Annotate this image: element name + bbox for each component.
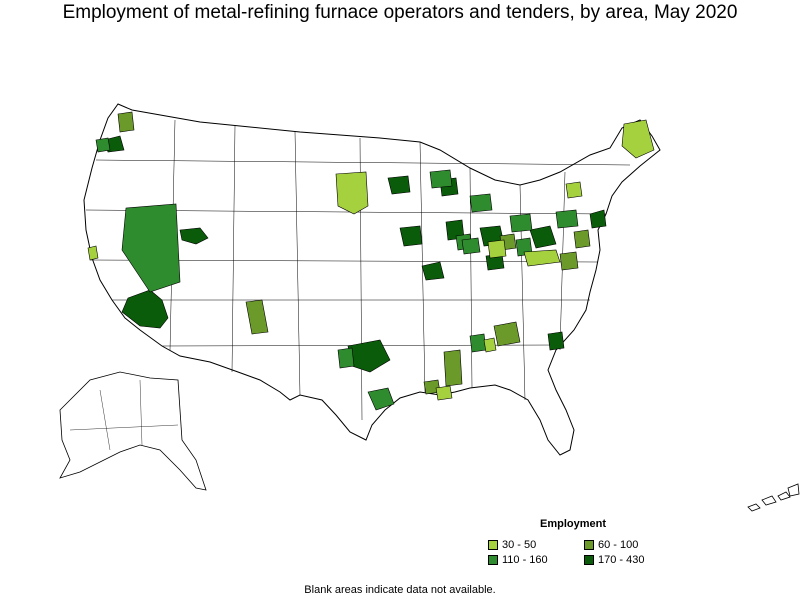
hawaii-islands <box>747 483 800 512</box>
legend-swatch <box>584 540 594 550</box>
area-tennessee <box>461 237 481 255</box>
us-outline <box>83 103 661 456</box>
area-kentucky-east <box>487 239 507 259</box>
area-north-dakota <box>335 171 369 215</box>
area-wisconsin <box>429 169 453 189</box>
footnote: Blank areas indicate data not available. <box>304 584 496 596</box>
area-texas-gulf <box>367 387 395 411</box>
area-pennsylvania-east <box>555 209 579 229</box>
area-ohio-east <box>509 213 533 233</box>
area-alabama <box>469 333 487 353</box>
legend-swatch <box>488 540 498 550</box>
area-texas-central <box>337 347 355 369</box>
legend-label: 110 - 160 <box>502 554 548 566</box>
legend-item-60-100: 60 - 100 <box>584 539 680 551</box>
area-virginia-west <box>523 249 561 267</box>
legend: Employment 30 - 50 60 - 100 110 - 160 17… <box>478 518 678 566</box>
legend-item-30-50: 30 - 50 <box>488 539 584 551</box>
area-maryland <box>573 229 591 249</box>
area-maine <box>621 119 655 159</box>
area-washington-north <box>117 111 135 133</box>
legend-label: 60 - 100 <box>598 539 639 551</box>
employment-areas <box>87 111 655 411</box>
area-new-york <box>565 181 583 199</box>
map-title: Employment of metal-refining furnace ope… <box>62 2 738 23</box>
alaska-outline <box>59 371 207 491</box>
area-louisiana <box>443 349 463 387</box>
area-alabama-south <box>435 385 453 401</box>
area-missouri <box>421 261 445 281</box>
area-tennessee-east <box>483 337 497 353</box>
legend-label: 170 - 430 <box>598 554 645 566</box>
legend-label: 30 - 50 <box>502 539 537 551</box>
area-virginia <box>559 251 579 271</box>
area-utah <box>179 227 209 245</box>
legend-swatch <box>584 555 594 565</box>
legend-title: Employment <box>539 518 606 530</box>
alaska-boundaries <box>69 379 179 451</box>
area-michigan <box>469 193 493 213</box>
legend-grid: 30 - 50 60 - 100 110 - 160 170 - 430 <box>488 539 678 566</box>
area-georgia <box>493 321 521 347</box>
area-minnesota <box>387 175 411 195</box>
area-oregon <box>95 137 111 153</box>
legend-item-170-430: 170 - 430 <box>584 554 680 566</box>
area-nevada <box>121 203 181 293</box>
area-new-jersey <box>589 209 607 229</box>
area-california-north <box>87 245 99 261</box>
area-illinois <box>399 225 423 247</box>
legend-item-110-160: 110 - 160 <box>488 554 584 566</box>
area-southern-california <box>121 289 169 329</box>
area-south-carolina <box>547 331 565 351</box>
area-new-mexico <box>245 299 269 335</box>
legend-swatch <box>488 555 498 565</box>
area-pennsylvania <box>529 225 557 249</box>
